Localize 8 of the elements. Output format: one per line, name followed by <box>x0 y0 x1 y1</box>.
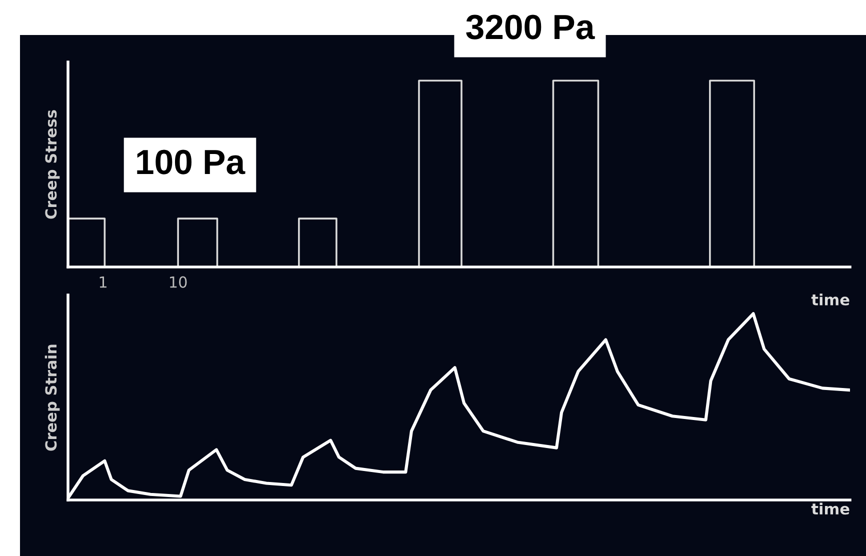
x-tick-label: 1 <box>100 276 106 288</box>
text: 3200 Pa <box>466 14 595 40</box>
annotation: 100 Pa <box>137 150 246 174</box>
y-axis-title: Creep Strain <box>44 344 60 451</box>
x-axis-title: time <box>811 294 850 306</box>
x-axis-title: time <box>811 502 850 515</box>
x-tick-label: 10 <box>170 276 187 288</box>
y-axis-title: Creep Stress <box>45 110 60 219</box>
